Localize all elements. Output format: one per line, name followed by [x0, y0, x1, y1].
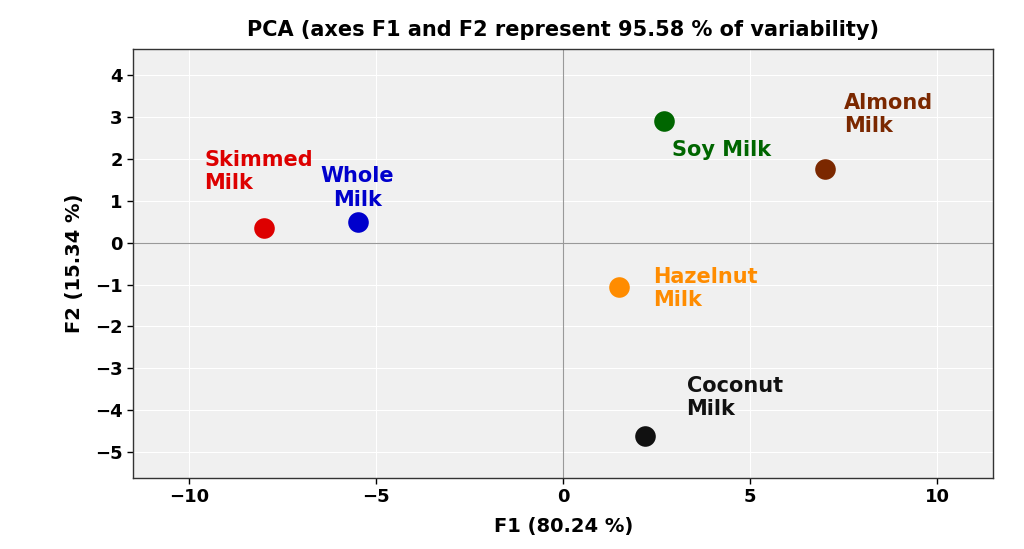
Point — [256, 223, 272, 232]
Text: Whole
Milk: Whole Milk — [321, 166, 394, 210]
Point — [656, 116, 673, 125]
Text: Hazelnut
Milk: Hazelnut Milk — [653, 267, 758, 310]
Point — [817, 165, 834, 173]
Point — [349, 217, 366, 226]
Point — [611, 282, 628, 291]
X-axis label: F1 (80.24 %): F1 (80.24 %) — [494, 517, 633, 536]
Point — [637, 432, 653, 440]
Y-axis label: F2 (15.34 %): F2 (15.34 %) — [65, 194, 84, 333]
Title: PCA (axes F1 and F2 represent 95.58 % of variability): PCA (axes F1 and F2 represent 95.58 % of… — [247, 20, 880, 40]
Text: Soy Milk: Soy Milk — [672, 140, 771, 160]
Text: Skimmed
Milk: Skimmed Milk — [204, 149, 312, 193]
Text: Almond
Milk: Almond Milk — [844, 93, 933, 136]
Text: Coconut
Milk: Coconut Milk — [687, 376, 782, 419]
